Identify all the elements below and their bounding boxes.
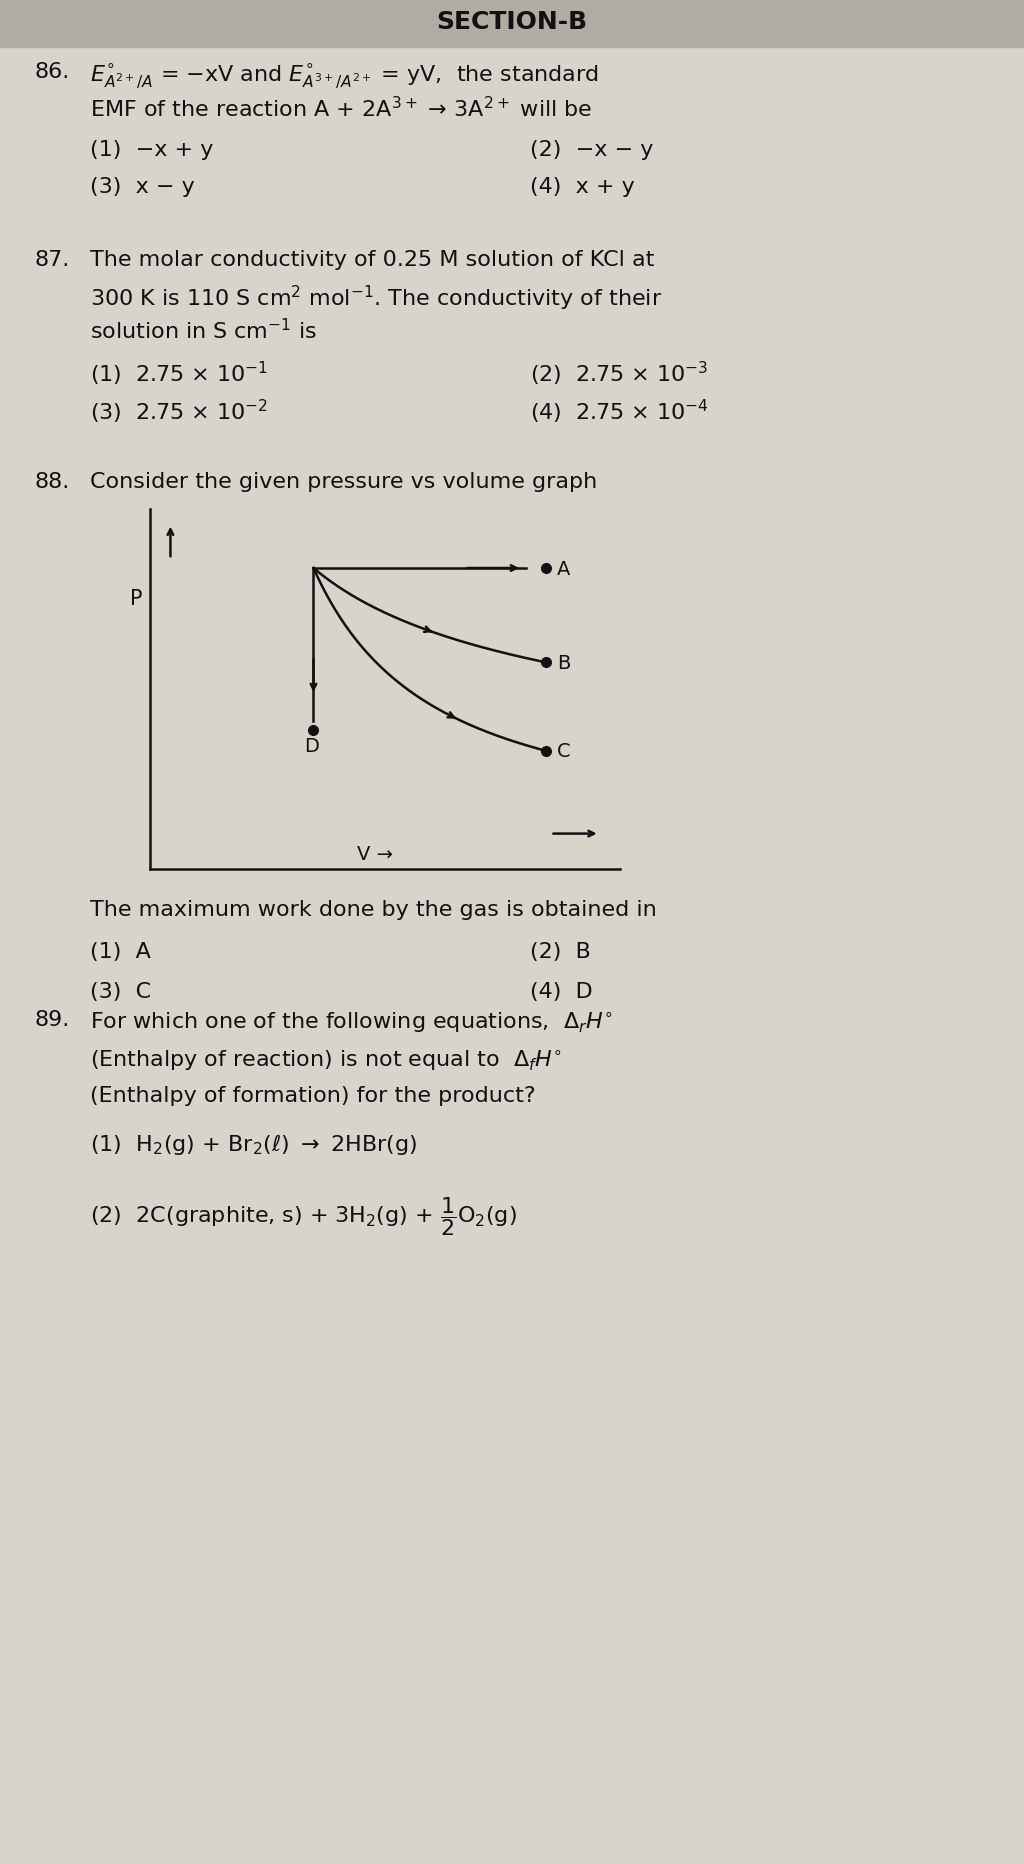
Text: SECTION-B: SECTION-B [436,9,588,34]
Text: EMF of the reaction A + 2A$^{3+}$ → 3A$^{2+}$ will be: EMF of the reaction A + 2A$^{3+}$ → 3A$^… [90,95,592,121]
Text: (4)  x + y: (4) x + y [530,177,635,198]
Text: (Enthalpy of reaction) is not equal to  $\Delta_f H^{\circ}$: (Enthalpy of reaction) is not equal to $… [90,1048,562,1072]
Text: (1)  2.75 × 10$^{-1}$: (1) 2.75 × 10$^{-1}$ [90,360,268,388]
Text: 86.: 86. [35,62,71,82]
Text: (2)  B: (2) B [530,941,591,962]
Text: $E^{\circ}_{A^{2+}/A}$ = −xV and $E^{\circ}_{A^{3+}/A^{2+}}$ = yV,  the standard: $E^{\circ}_{A^{2+}/A}$ = −xV and $E^{\ci… [90,62,599,91]
Text: (Enthalpy of formation) for the product?: (Enthalpy of formation) for the product? [90,1085,536,1105]
Text: 300 K is 110 S cm$^2$ mol$^{-1}$. The conductivity of their: 300 K is 110 S cm$^2$ mol$^{-1}$. The co… [90,283,663,313]
Text: (3)  x − y: (3) x − y [90,177,195,198]
Text: (4)  2.75 × 10$^{-4}$: (4) 2.75 × 10$^{-4}$ [530,397,709,427]
Text: (4)  D: (4) D [530,982,593,1001]
Text: (1)  H$_2$(g) + Br$_2$($\ell$) $\rightarrow$ 2HBr(g): (1) H$_2$(g) + Br$_2$($\ell$) $\rightarr… [90,1131,418,1156]
Text: (3)  C: (3) C [90,982,152,1001]
Text: Consider the given pressure vs volume graph: Consider the given pressure vs volume gr… [90,472,597,492]
Text: (2)  2.75 × 10$^{-3}$: (2) 2.75 × 10$^{-3}$ [530,360,709,388]
Text: 88.: 88. [35,472,71,492]
Text: P: P [130,589,142,608]
Text: For which one of the following equations,  $\Delta_r H^{\circ}$: For which one of the following equations… [90,1010,613,1035]
Text: solution in S cm$^{-1}$ is: solution in S cm$^{-1}$ is [90,319,317,343]
Text: (1)  A: (1) A [90,941,151,962]
Bar [0,0,1024,48]
Text: (1)  −x + y: (1) −x + y [90,140,213,160]
Text: The maximum work done by the gas is obtained in: The maximum work done by the gas is obta… [90,900,656,919]
Text: A: A [557,559,570,578]
Text: 87.: 87. [35,250,71,270]
Text: C: C [557,742,570,761]
Text: (3)  2.75 × 10$^{-2}$: (3) 2.75 × 10$^{-2}$ [90,397,268,427]
Text: 89.: 89. [35,1010,71,1029]
Text: V →: V → [356,844,393,863]
Text: B: B [557,654,570,673]
Text: D: D [304,736,318,755]
Text: The molar conductivity of 0.25 M solution of KCl at: The molar conductivity of 0.25 M solutio… [90,250,654,270]
Text: (2)  −x − y: (2) −x − y [530,140,653,160]
Text: (2)  2C(graphite, s) + 3H$_2$(g) + $\dfrac{1}{2}$O$_2$(g): (2) 2C(graphite, s) + 3H$_2$(g) + $\dfra… [90,1195,517,1238]
